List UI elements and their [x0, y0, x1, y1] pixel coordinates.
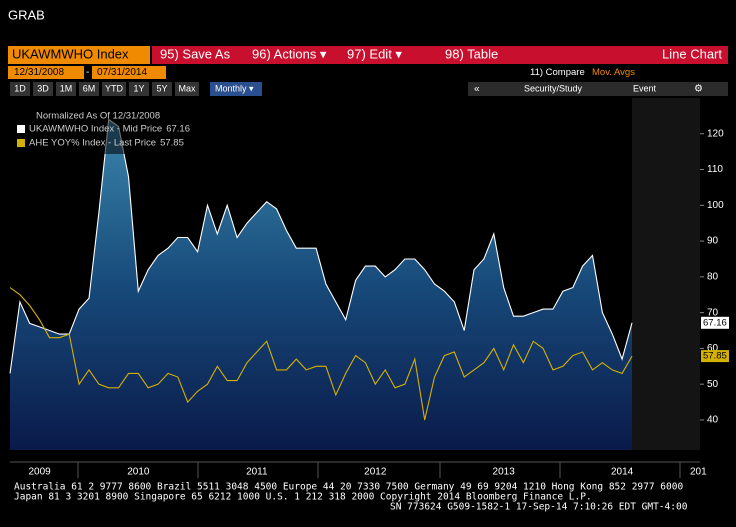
- y-tick-label: 80: [707, 272, 719, 283]
- security-study[interactable]: Security/Study: [524, 83, 583, 93]
- period-button[interactable]: [56, 82, 76, 96]
- legend-swatch: [17, 125, 25, 133]
- chart-kind: Line Chart: [662, 46, 722, 61]
- x-tick-label: 2013: [493, 467, 516, 478]
- last-value-box: [701, 350, 729, 363]
- legend-value: 57.85: [160, 138, 184, 149]
- menu-item[interactable]: 95) Save As: [160, 46, 231, 61]
- y-tick-label: 50: [707, 379, 719, 390]
- x-tick-label: 2011: [246, 467, 268, 478]
- settings[interactable]: ⚙: [694, 84, 703, 95]
- legend-value: 67.16: [166, 124, 190, 135]
- y-tick-label: 110: [707, 164, 723, 175]
- event[interactable]: Event: [633, 83, 657, 93]
- period-button[interactable]: [129, 82, 149, 96]
- period-label: Max: [178, 83, 196, 93]
- period-button[interactable]: [102, 82, 126, 96]
- series-area: [10, 119, 632, 450]
- footer-line: Australia 61 2 9777 8600 Brazil 5511 304…: [14, 482, 683, 493]
- y-tick-label: 70: [707, 307, 719, 318]
- x-tick-label: 2012: [364, 467, 387, 478]
- end-date: 07/31/2014: [97, 67, 147, 78]
- y-tick-label: 100: [707, 200, 724, 211]
- plot: 40 50 60 70 80 90 100 110 120 67.16 57.85 Normalize…: [9, 98, 729, 450]
- date-sep: -: [86, 67, 89, 78]
- start-date-box[interactable]: [8, 66, 84, 79]
- last-value-label: 67.16: [703, 317, 727, 328]
- period-label: 1M: [60, 83, 73, 93]
- period-button[interactable]: [152, 82, 172, 96]
- last-value-box: [701, 316, 729, 329]
- future-region: [632, 98, 700, 450]
- footer-line: Japan 81 3 3201 8900 Singapore 65 6212 1…: [14, 492, 592, 503]
- start-date: 12/31/2008: [14, 67, 64, 78]
- series-line: [9, 287, 633, 421]
- y-tick-label: 90: [707, 236, 719, 247]
- ticker: UKAWMWHO Index: [12, 46, 129, 61]
- period-label: 1D: [14, 83, 26, 93]
- menu-item[interactable]: 98) Table: [445, 46, 498, 61]
- period-label: YTD: [105, 83, 124, 93]
- legend-title: Normalized As Of 12/31/2008: [36, 111, 160, 122]
- period-button[interactable]: [10, 82, 30, 96]
- x-tick-label: 2014: [611, 467, 634, 478]
- period-label: 1Y: [133, 83, 144, 93]
- x-cut-label: 201: [690, 467, 707, 478]
- legend-label: UKAWMWHO Index - Mid Price: [29, 124, 162, 135]
- end-date-box[interactable]: [92, 66, 166, 79]
- period-button[interactable]: [175, 82, 199, 96]
- x-tick-label: 2009: [28, 467, 51, 478]
- y-tick-label: 60: [707, 343, 719, 354]
- y-tick-label: 120: [707, 128, 724, 139]
- frequency: Monthly ▾: [215, 83, 254, 93]
- last-value-label: 57.85: [703, 351, 727, 362]
- toolbar: [468, 82, 728, 96]
- x-tick-label: 2010: [127, 467, 150, 478]
- y-tick-label: 40: [707, 415, 719, 426]
- ticker-box[interactable]: [8, 46, 150, 64]
- window-title: GRAB: [8, 7, 45, 22]
- mov-avgs[interactable]: Mov. Avgs: [592, 67, 635, 78]
- menu-bar: [152, 46, 728, 64]
- menu-item[interactable]: 97) Edit ▾: [347, 46, 402, 61]
- frequency-button[interactable]: [210, 82, 262, 96]
- footer-line: SN 773624 G509-1582-1 17-Sep-14 7:10:26 …: [390, 502, 688, 513]
- period-button[interactable]: [33, 82, 53, 96]
- period-label: 3D: [37, 83, 49, 93]
- legend-box: [14, 108, 188, 154]
- collapse[interactable]: «: [474, 84, 480, 95]
- period-button[interactable]: [79, 82, 99, 96]
- menu-item[interactable]: 96) Actions ▾: [252, 46, 327, 61]
- legend-swatch: [17, 139, 25, 147]
- compare[interactable]: 11) Compare: [530, 67, 585, 78]
- period-label: 5Y: [156, 83, 167, 93]
- period-label: 6M: [83, 83, 96, 93]
- legend-label: AHE YOY% Index - Last Price: [29, 138, 156, 149]
